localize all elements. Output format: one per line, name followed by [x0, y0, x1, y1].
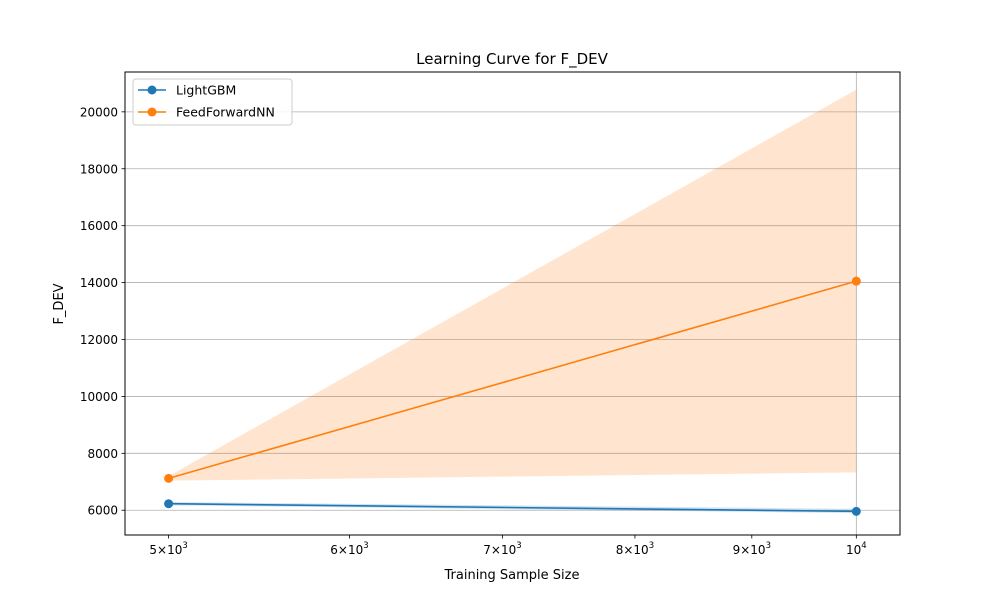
series-line-feedforwardnn [168, 280, 857, 480]
y-tick-label: 20000 [80, 105, 118, 119]
legend-box [132, 78, 293, 126]
y-tick-label: 6000 [87, 504, 118, 518]
x-tick-base: 6×10 [330, 543, 363, 557]
x-tick-label: 5×103 [149, 541, 187, 557]
y-axis-label: F_DEV [52, 283, 67, 324]
series-lines [168, 280, 857, 513]
data-point-lightgbm [164, 499, 174, 509]
y-tick-label: 14000 [80, 276, 118, 290]
x-tick-exponent: 3 [182, 541, 187, 551]
x-tick-label: 9×103 [733, 541, 771, 557]
x-tick-base: 5×10 [149, 543, 182, 557]
x-tick-exponent: 3 [649, 541, 654, 551]
legend-label: FeedForwardNN [176, 105, 275, 120]
data-point-feedforwardnn [851, 276, 861, 286]
legend: LightGBM FeedForwardNN [132, 78, 293, 126]
x-tick-label: 6×103 [330, 541, 368, 557]
data-point-feedforwardnn [164, 473, 174, 483]
x-tick-exponent: 3 [363, 541, 368, 551]
y-tick-label: 18000 [80, 162, 118, 176]
legend-marker [147, 85, 157, 95]
x-tick-exponent: 3 [516, 541, 521, 551]
legend-label: LightGBM [176, 83, 236, 98]
x-axis-label: Training Sample Size [444, 568, 580, 583]
x-tick-base: 7×10 [483, 543, 516, 557]
x-tick-exponent: 4 [861, 541, 866, 551]
x-tick-base: 8×10 [616, 543, 649, 557]
legend-marker [147, 107, 157, 117]
x-tick-label: 8×103 [616, 541, 654, 557]
data-point-lightgbm [851, 506, 861, 516]
chart-title: Learning Curve for F_DEV [416, 50, 608, 69]
series-markers [164, 276, 861, 516]
confidence-band-feedforwardnn [168, 89, 857, 481]
y-tick-label: 12000 [80, 333, 118, 347]
y-axis-ticks: 6000 8000 10000 12000 14000 16000 18000 20000 [80, 105, 125, 518]
x-axis-ticks: 5×103 6×103 7×103 8×103 9×103 104 [149, 535, 867, 557]
y-tick-label: 10000 [80, 390, 118, 404]
y-tick-label: 8000 [87, 447, 118, 461]
plot-frame [124, 71, 901, 536]
x-tick-label: 104 [846, 541, 867, 557]
y-tick-label: 16000 [80, 219, 118, 233]
x-tick-label: 7×103 [483, 541, 521, 557]
x-tick-base: 10 [846, 543, 861, 557]
series-line-lightgbm [168, 502, 857, 513]
x-tick-exponent: 3 [766, 541, 771, 551]
x-tick-base: 9×10 [733, 543, 766, 557]
